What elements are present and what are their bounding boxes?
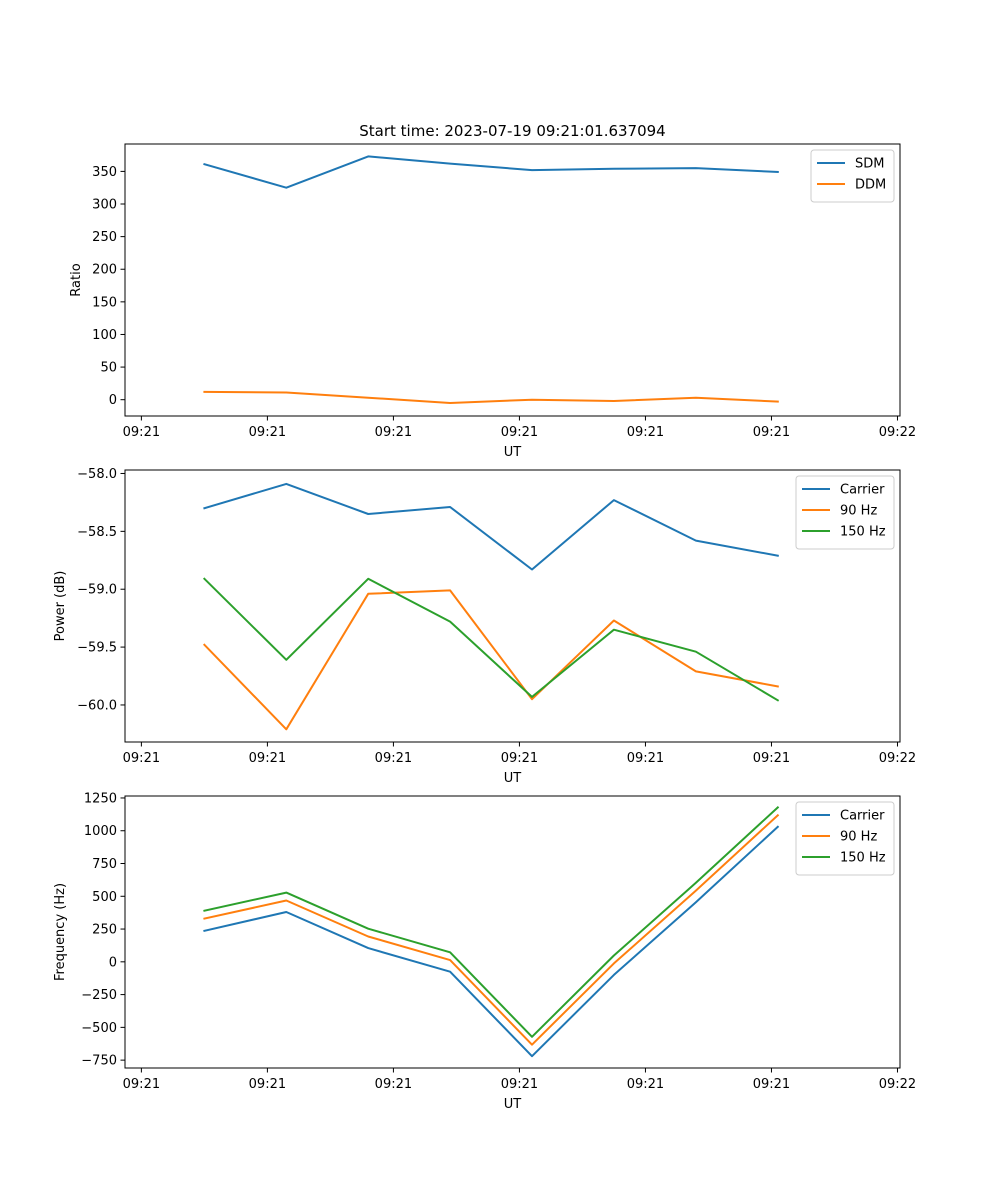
legend-label: SDM bbox=[855, 157, 884, 172]
legend-label: 150 Hz bbox=[840, 851, 886, 866]
legend-label: Carrier bbox=[840, 483, 885, 498]
y-tick-label: 750 bbox=[92, 857, 117, 872]
y-tick-label: 250 bbox=[92, 230, 117, 245]
x-axis-label: UT bbox=[504, 771, 522, 786]
y-axis-label: Ratio bbox=[69, 263, 84, 296]
chart-panel-2: 09:21 09:21 09:21 09:21 09:21 09:21 09:22 −60.0… bbox=[53, 467, 916, 786]
x-tick-label: 09:21 bbox=[501, 425, 538, 440]
y-tick-label: −59.5 bbox=[77, 641, 117, 656]
x-tick-label: 09:21 bbox=[123, 1077, 160, 1092]
y-tick-label: −58.0 bbox=[77, 467, 117, 482]
x-tick-label: 09:21 bbox=[375, 425, 412, 440]
y-tick-label: −250 bbox=[81, 988, 117, 1003]
x-tick-label: 09:21 bbox=[375, 751, 412, 766]
x-tick-label: 09:22 bbox=[879, 425, 916, 440]
y-tick-label: 350 bbox=[92, 165, 117, 180]
axes-frame bbox=[124, 795, 901, 1069]
x-tick-label: 09:21 bbox=[627, 425, 664, 440]
y-tick-label: −58.5 bbox=[77, 525, 117, 540]
y-tick-label: 150 bbox=[92, 295, 117, 310]
y-axis-label: Frequency (Hz) bbox=[53, 883, 68, 981]
y-axis-label: Power (dB) bbox=[53, 571, 68, 642]
legend-label: 90 Hz bbox=[840, 830, 877, 845]
x-axis-label: UT bbox=[504, 1097, 522, 1112]
y-tick-label: −60.0 bbox=[77, 698, 117, 713]
axes-frame bbox=[124, 469, 901, 743]
series-line-90-hz bbox=[203, 813, 780, 1046]
series-line-sdm bbox=[203, 155, 779, 189]
series-line-carrier bbox=[203, 825, 780, 1058]
x-tick-label: 09:21 bbox=[249, 751, 286, 766]
legend-label: DDM bbox=[855, 178, 886, 193]
legend: SDM DDM bbox=[810, 149, 895, 203]
series-line-150-hz bbox=[203, 805, 780, 1038]
x-tick-label: 09:21 bbox=[249, 425, 286, 440]
legend: Carrier 90 Hz 150 Hz bbox=[795, 801, 895, 876]
x-tick-label: 09:22 bbox=[879, 1077, 916, 1092]
x-tick-label: 09:21 bbox=[123, 751, 160, 766]
x-tick-label: 09:21 bbox=[627, 1077, 664, 1092]
y-tick-label: 200 bbox=[92, 263, 117, 278]
y-tick-label: 250 bbox=[92, 923, 117, 938]
y-tick-label: −59.0 bbox=[77, 583, 117, 598]
x-tick-label: 09:21 bbox=[501, 1077, 538, 1092]
axes-frame bbox=[124, 143, 901, 417]
x-tick-label: 09:21 bbox=[627, 751, 664, 766]
legend: Carrier 90 Hz 150 Hz bbox=[795, 475, 895, 550]
chart-panel-3: 09:21 09:21 09:21 09:21 09:21 09:21 09:22 −750 −… bbox=[53, 791, 916, 1112]
y-tick-label: 50 bbox=[100, 361, 117, 376]
y-tick-label: 300 bbox=[92, 198, 117, 213]
y-tick-label: −500 bbox=[81, 1021, 117, 1036]
series-line-150-hz bbox=[202, 577, 780, 702]
x-tick-label: 09:21 bbox=[123, 425, 160, 440]
x-tick-label: 09:21 bbox=[753, 751, 790, 766]
y-tick-label: 0 bbox=[109, 393, 117, 408]
x-tick-label: 09:21 bbox=[501, 751, 538, 766]
x-tick-label: 09:21 bbox=[375, 1077, 412, 1092]
y-tick-label: 1000 bbox=[84, 824, 117, 839]
y-tick-label: 100 bbox=[92, 328, 117, 343]
series-line-carrier bbox=[203, 482, 779, 571]
x-tick-label: 09:21 bbox=[249, 1077, 286, 1092]
legend-label: 150 Hz bbox=[840, 525, 886, 540]
y-tick-label: 1250 bbox=[84, 791, 117, 806]
series-line-90-hz bbox=[202, 589, 779, 731]
x-tick-label: 09:21 bbox=[753, 1077, 790, 1092]
y-tick-label: −750 bbox=[81, 1054, 117, 1069]
x-tick-label: 09:21 bbox=[753, 425, 790, 440]
x-tick-label: 09:22 bbox=[879, 751, 916, 766]
legend-label: Carrier bbox=[840, 809, 885, 824]
legend-label: 90 Hz bbox=[840, 504, 877, 519]
y-tick-label: 500 bbox=[92, 890, 117, 905]
x-axis-label: UT bbox=[504, 445, 522, 460]
series-line-ddm bbox=[203, 390, 779, 404]
y-tick-label: 0 bbox=[109, 955, 117, 970]
figure-title: Start time: 2023-07-19 09:21:01.637094 bbox=[359, 122, 665, 140]
chart-panel-1: 09:21 09:21 09:21 09:21 09:21 09:21 09:22 0 50 10… bbox=[69, 143, 916, 460]
